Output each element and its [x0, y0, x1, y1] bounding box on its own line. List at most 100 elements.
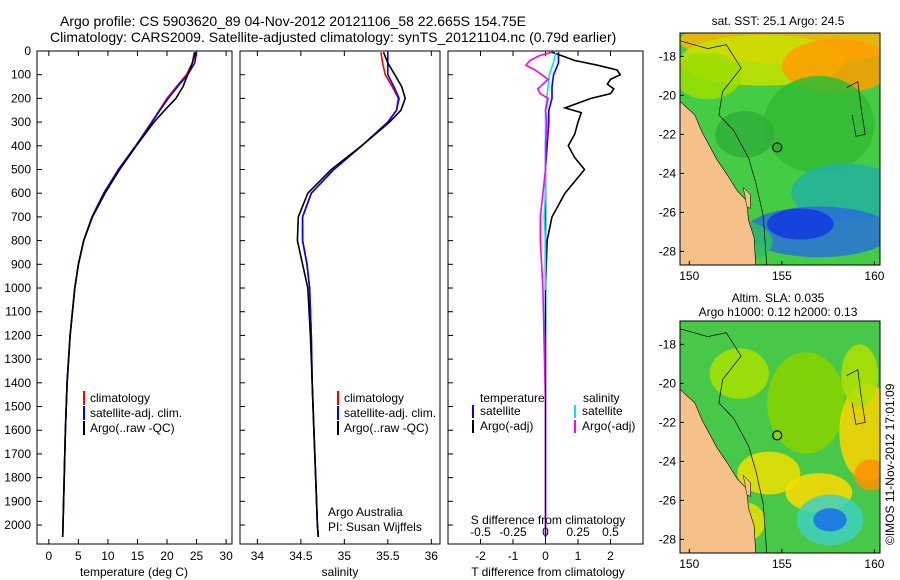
legend-salinity-title: salinity — [583, 391, 620, 405]
legend-satellite-label: satellite-adj. clim. — [344, 406, 436, 420]
x-tick-label: 0 — [542, 549, 549, 563]
legend-s-satellite-label: satellite — [582, 404, 623, 418]
x-tick-label: 25 — [190, 549, 204, 563]
map-x-tick-label: 155 — [772, 269, 792, 283]
map-x-tick-label: 160 — [864, 269, 884, 283]
map-x-tick-label: 160 — [864, 557, 884, 571]
y-tick-label: 500 — [11, 163, 31, 177]
sla-map-panel: Altim. SLA: 0.035 Argo h1000: 0.12 h2000… — [659, 291, 885, 571]
difference-panel: S difference from climatology T differen… — [447, 50, 644, 579]
y-tick-label: 2000 — [4, 518, 31, 532]
legend-t-argo-label: Argo(-adj) — [480, 419, 533, 433]
map-frame — [679, 320, 881, 554]
legend-satellite-label: satellite-adj. clim. — [90, 406, 182, 420]
map-color-patch — [763, 75, 875, 174]
y-tick-label: 1700 — [4, 447, 31, 461]
argo-float-marker — [772, 142, 783, 153]
y-tick-label: 1800 — [4, 471, 31, 485]
y-tick-label: 1900 — [4, 494, 31, 508]
temperature-panel: temperature (deg C) climatology satellit… — [4, 44, 233, 579]
argo-float-marker — [772, 430, 783, 441]
x-tick-label: 35.5 — [376, 549, 400, 563]
s-tick-label: -0.5 — [470, 525, 491, 539]
imos-timestamp: ©IMOS 11-Nov-2012 17:01:09 — [883, 383, 897, 545]
y-tick-label: 900 — [11, 257, 31, 271]
map-color-patch — [813, 508, 847, 532]
bathymetry-contour — [846, 81, 866, 137]
annotation-pi: PI: Susan Wijffels — [328, 520, 422, 534]
map-color-patch — [841, 344, 879, 407]
bathymetry-contour — [680, 328, 768, 553]
map-y-tick-label: -20 — [659, 376, 677, 390]
map-body — [680, 321, 880, 553]
y-tick-label: 400 — [11, 139, 31, 153]
y-tick-label: 700 — [11, 210, 31, 224]
map-x-tick-label: 150 — [679, 557, 699, 571]
map-color-patch — [767, 208, 834, 240]
y-tick-label: 1200 — [4, 328, 31, 342]
legend-argo-label: Argo(..raw -QC) — [90, 421, 175, 435]
map-x-tick-label: 150 — [679, 269, 699, 283]
bathymetry-contour — [680, 40, 768, 265]
x-tick-label: -1 — [508, 549, 519, 563]
map-color-patch — [715, 110, 775, 158]
land-australia — [680, 100, 756, 265]
bathymetry-contour — [846, 369, 866, 425]
y-tick-label: 100 — [11, 68, 31, 82]
s-tick-label: 0.25 — [566, 525, 590, 539]
map-color-patch — [767, 352, 845, 454]
map-y-tick-label: -22 — [659, 127, 677, 141]
sla-map-title-line2: Argo h1000: 0.12 h2000: 0.13 — [699, 305, 858, 319]
map-y-tick-label: -18 — [659, 49, 677, 63]
y-tick-label: 1000 — [4, 281, 31, 295]
series-line-satellite-adj-clim- — [301, 52, 400, 537]
x-tick-label: 2 — [607, 549, 614, 563]
y-tick-label: 0 — [24, 44, 31, 58]
x-tick-label: 30 — [219, 549, 233, 563]
map-y-tick-label: -28 — [659, 244, 677, 258]
map-color-patch — [680, 52, 742, 100]
y-tick-label: 1400 — [4, 376, 31, 390]
y-tick-label: 1500 — [4, 400, 31, 414]
map-y-tick-label: -20 — [659, 88, 677, 102]
y-tick-label: 1600 — [4, 423, 31, 437]
x-tick-label: 5 — [75, 549, 82, 563]
salinity-legend: climatology satellite-adj. clim. Argo(..… — [337, 391, 436, 435]
annotation-argo-australia: Argo Australia — [328, 505, 403, 519]
map-frame — [679, 32, 881, 266]
map-y-tick-label: -26 — [659, 493, 677, 507]
difference-legend: temperature salinity satellite Argo(-adj… — [472, 391, 635, 433]
legend-temperature-title: temperature — [480, 391, 545, 405]
land-australia — [680, 388, 756, 553]
map-x-tick-label: 155 — [772, 557, 792, 571]
series-line-t-argo-adj- — [544, 51, 622, 537]
map-y-tick-label: -22 — [659, 415, 677, 429]
sst-map-title: sat. SST: 25.1 Argo: 24.5 — [712, 14, 845, 28]
x-tick-label: 35 — [338, 549, 352, 563]
y-tick-label: 200 — [11, 91, 31, 105]
temperature-xlabel: temperature (deg C) — [80, 565, 188, 579]
x-tick-label: 10 — [101, 549, 115, 563]
temperature-frame — [36, 50, 233, 545]
legend-climatology-label: climatology — [344, 391, 404, 405]
y-tick-label: 300 — [11, 115, 31, 129]
map-color-patch — [839, 383, 880, 481]
temperature-legend: climatology satellite-adj. clim. Argo(..… — [83, 391, 182, 435]
series-line-t-satellite — [544, 52, 560, 537]
map-color-patch — [854, 459, 880, 491]
x-tick-label: 36 — [425, 549, 439, 563]
map-y-tick-label: -24 — [659, 454, 677, 468]
salinity-panel: salinity climatology satellite-adj. clim… — [239, 50, 441, 579]
s-tick-label: 0.5 — [602, 525, 619, 539]
series-line-satellite-adj-clim- — [61, 52, 198, 537]
x-tick-label: 34 — [251, 549, 265, 563]
y-tick-label: 800 — [11, 234, 31, 248]
x-tick-label: 1 — [575, 549, 582, 563]
series-line-argo-raw-qc- — [61, 51, 197, 537]
map-color-patch — [709, 348, 769, 399]
map-y-tick-label: -26 — [659, 205, 677, 219]
legend-climatology-label: climatology — [90, 391, 150, 405]
map-y-tick-label: -24 — [659, 166, 677, 180]
legend-argo-label: Argo(..raw -QC) — [344, 421, 429, 435]
